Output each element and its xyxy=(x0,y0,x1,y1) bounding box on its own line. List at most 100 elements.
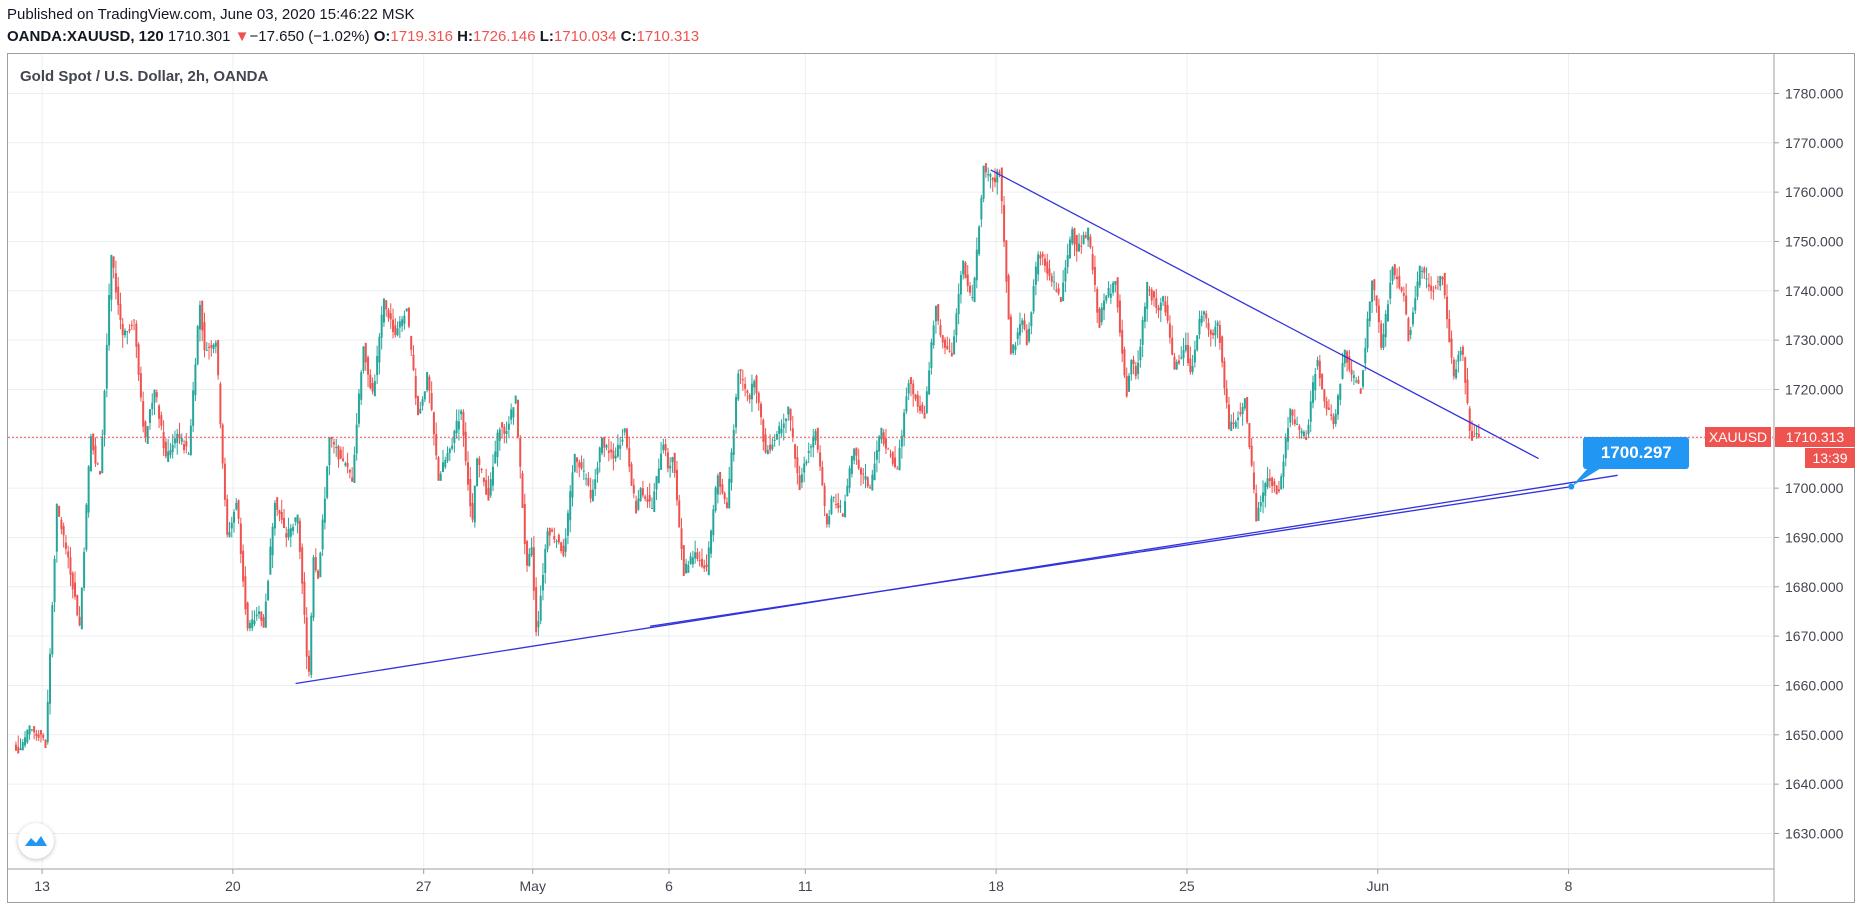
candle-body xyxy=(798,475,801,491)
candle-body xyxy=(855,447,858,456)
candle-body xyxy=(1473,436,1476,438)
candle-body xyxy=(1284,437,1287,459)
candle-body xyxy=(491,466,494,486)
candle-body xyxy=(1107,287,1110,296)
candle-body xyxy=(142,401,145,427)
candle-body xyxy=(816,427,819,450)
callout-price-label[interactable]: 1700.297 xyxy=(1583,436,1690,469)
candle-body xyxy=(96,463,99,465)
candle-body xyxy=(814,431,817,441)
candle-body xyxy=(771,444,774,450)
candle-body xyxy=(732,429,735,455)
candle-body xyxy=(900,435,903,447)
trendline xyxy=(295,474,1618,685)
candle-body xyxy=(648,495,651,502)
candle-body xyxy=(1112,282,1115,293)
candle-body xyxy=(44,739,47,748)
candle-body xyxy=(971,297,974,299)
candle-body xyxy=(737,373,740,400)
candle-body xyxy=(203,322,206,350)
candle-body xyxy=(457,421,460,430)
candle-body xyxy=(385,300,388,310)
candle-body xyxy=(907,383,910,394)
candle-body xyxy=(128,329,131,331)
tradingview-logo-icon[interactable] xyxy=(18,823,54,859)
candle-body xyxy=(430,393,433,410)
candle-body xyxy=(521,473,524,508)
price-tick-label: 1630.000 xyxy=(1785,825,1844,841)
candle-body xyxy=(821,466,824,486)
candle-body xyxy=(121,323,124,336)
candle-body xyxy=(1123,349,1126,376)
candle-body xyxy=(1280,476,1283,490)
candle-body xyxy=(1205,313,1208,319)
candle-body xyxy=(585,478,588,480)
candle-body xyxy=(916,395,919,407)
candle-body xyxy=(841,513,844,517)
candle-body xyxy=(485,480,488,495)
candle-body xyxy=(1257,507,1260,521)
candle-body xyxy=(1218,325,1221,343)
candle-body xyxy=(355,424,358,454)
candle-body xyxy=(19,748,22,751)
candle-body xyxy=(410,336,413,350)
candle-body xyxy=(1427,284,1430,287)
candle-body xyxy=(914,394,917,399)
candle-body xyxy=(242,550,245,582)
candle-body xyxy=(912,383,915,395)
candle-body xyxy=(596,467,599,475)
candle-body xyxy=(959,274,962,295)
candle-body xyxy=(691,557,694,565)
candle-body xyxy=(380,314,383,338)
candle-body xyxy=(167,451,170,462)
candle-body xyxy=(49,653,52,704)
candle-body xyxy=(1293,419,1296,424)
candle-body xyxy=(176,433,179,443)
candle-body xyxy=(712,509,715,536)
candle-body xyxy=(532,547,535,591)
candle-body xyxy=(208,346,211,348)
candle-body xyxy=(1298,426,1301,430)
candle-body xyxy=(262,617,265,628)
candle-body xyxy=(278,510,281,515)
candle-body xyxy=(723,493,726,500)
candle-body xyxy=(762,419,765,442)
candle-body xyxy=(494,451,497,464)
candle-body xyxy=(369,374,372,389)
price-tick-label: 1660.000 xyxy=(1785,677,1844,693)
candle-body xyxy=(1396,276,1399,280)
last-price: 1710.301 xyxy=(167,28,231,45)
candle-body xyxy=(834,503,837,505)
candle-body xyxy=(1168,323,1171,338)
candle-body xyxy=(978,226,981,255)
price-tick-label: 1750.000 xyxy=(1785,233,1844,249)
candle-body xyxy=(984,163,987,173)
candle-body xyxy=(507,423,510,430)
candle-body xyxy=(364,342,367,363)
price-tick-label: 1770.000 xyxy=(1785,135,1844,151)
candle-body xyxy=(705,564,708,568)
candle-body xyxy=(1391,267,1394,281)
candle-body xyxy=(635,500,638,514)
candle-body xyxy=(137,344,140,375)
candle-body xyxy=(414,376,417,399)
candle-body xyxy=(884,438,887,449)
candle-body xyxy=(889,454,892,456)
candle-body xyxy=(1434,287,1437,289)
candle-body xyxy=(548,527,551,536)
candle-body xyxy=(953,336,956,355)
candle-body xyxy=(1037,254,1040,275)
candle-body xyxy=(357,393,360,424)
candle-body xyxy=(710,530,713,554)
candle-body xyxy=(344,463,347,466)
candle-body xyxy=(880,427,883,440)
candle-body xyxy=(1273,481,1276,486)
candle-body xyxy=(1248,423,1251,448)
candle-body xyxy=(1359,388,1362,394)
candle-body xyxy=(628,447,631,467)
candle-body xyxy=(235,502,238,510)
candle-body xyxy=(1389,282,1392,299)
candle-body xyxy=(716,475,719,495)
candle-body xyxy=(1330,414,1333,416)
